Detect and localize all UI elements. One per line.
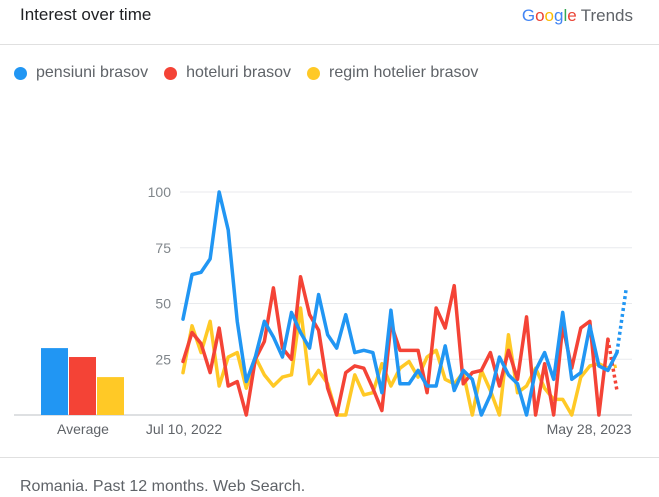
average-bar <box>41 348 68 415</box>
y-tick-label: 75 <box>155 240 171 256</box>
chart-footer: Romania. Past 12 months. Web Search. <box>20 478 306 495</box>
y-tick-label: 25 <box>155 351 171 367</box>
legend-dot-icon <box>14 66 27 80</box>
google-letter: o <box>535 6 545 25</box>
google-letter: e <box>567 6 577 25</box>
average-label: Average <box>57 421 109 437</box>
series-line <box>181 306 610 417</box>
chart-legend: pensiuni brasov hoteluri brasov regim ho… <box>14 64 494 82</box>
google-letter: l <box>563 6 568 25</box>
legend-item-hoteluri[interactable]: hoteluri brasov <box>164 64 291 82</box>
chart-title: Interest over time <box>20 5 152 24</box>
footer-divider <box>0 457 659 458</box>
legend-label: hoteluri brasov <box>186 64 292 81</box>
average-bar <box>97 377 124 415</box>
trends-wordmark: Trends <box>580 6 633 25</box>
legend-label: regim hotelier brasov <box>329 64 479 81</box>
legend-dot-icon <box>307 66 321 80</box>
x-tick-label: Jul 10, 2022 <box>146 421 222 437</box>
google-letter: o <box>544 6 554 25</box>
legend-dot-icon <box>164 66 178 80</box>
legend-item-regim[interactable]: regim hotelier brasov <box>307 64 478 82</box>
y-tick-label: 50 <box>155 296 171 312</box>
interest-chart[interactable]: 25 50 75 100 Average Jul 10, 2022 May 28, 2023 <box>0 0 659 457</box>
google-letter: G <box>521 6 536 25</box>
series-line <box>181 190 619 417</box>
series-line-partial <box>615 289 628 353</box>
chart-header: Interest over time Google Trends <box>0 0 659 45</box>
google-trends-logo: Google Trends <box>522 6 633 26</box>
legend-item-pensiuni[interactable]: pensiuni brasov <box>14 64 148 82</box>
google-letter: g <box>554 6 564 25</box>
y-tick-label: 100 <box>148 184 172 200</box>
average-bar <box>69 357 96 415</box>
google-wordmark: Google <box>522 6 577 25</box>
legend-label: pensiuni brasov <box>36 64 149 81</box>
x-tick-label: May 28, 2023 <box>547 421 632 437</box>
